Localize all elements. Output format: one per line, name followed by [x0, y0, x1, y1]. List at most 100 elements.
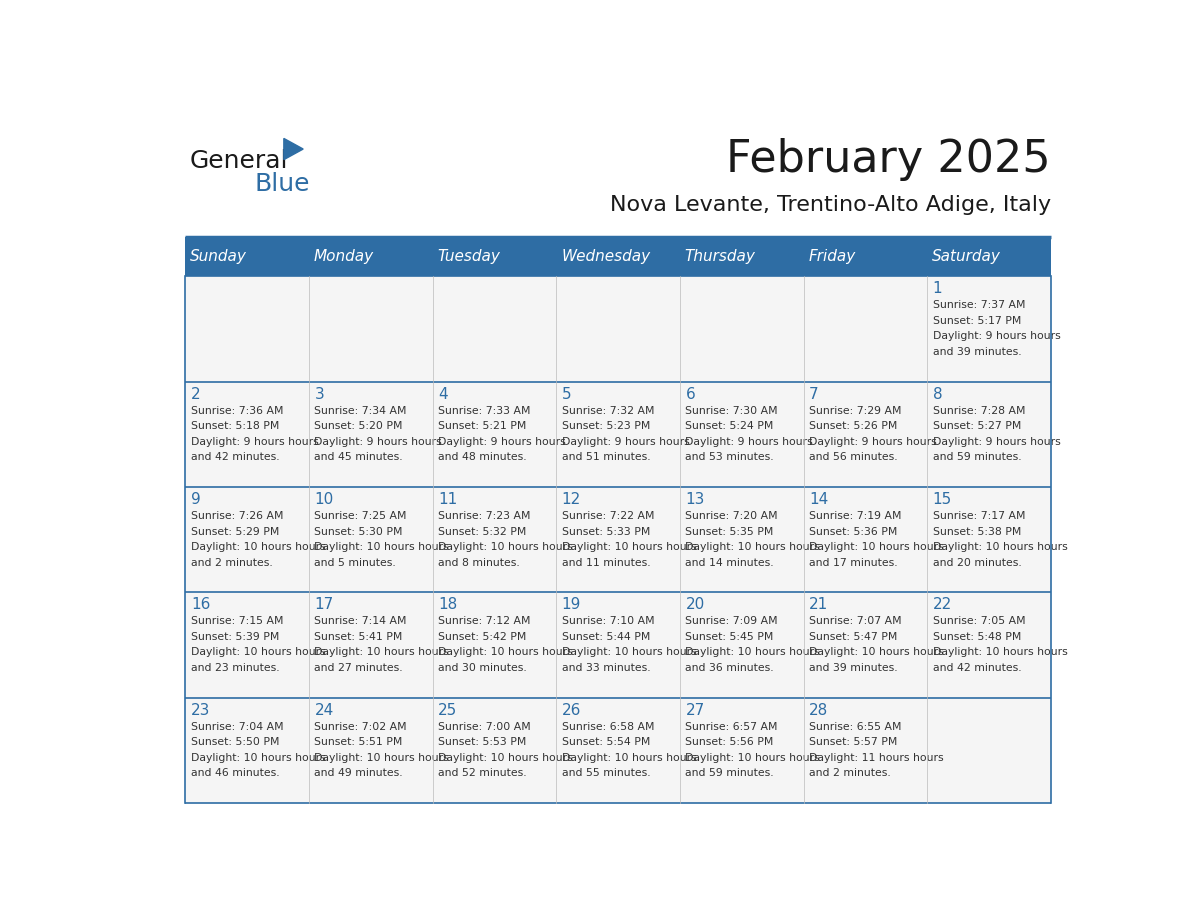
Text: 1: 1	[933, 281, 942, 297]
Text: Sunset: 5:32 PM: Sunset: 5:32 PM	[438, 527, 526, 536]
Text: Sunset: 5:29 PM: Sunset: 5:29 PM	[191, 527, 279, 536]
Text: and 42 minutes.: and 42 minutes.	[933, 663, 1022, 673]
Text: 8: 8	[933, 386, 942, 401]
Text: Sunrise: 7:34 AM: Sunrise: 7:34 AM	[315, 406, 407, 416]
Text: Friday: Friday	[809, 250, 855, 264]
Text: Daylight: 9 hours hours: Daylight: 9 hours hours	[933, 331, 1061, 341]
FancyBboxPatch shape	[309, 382, 432, 487]
Text: Daylight: 10 hours hours: Daylight: 10 hours hours	[315, 647, 449, 657]
Text: and 20 minutes.: and 20 minutes.	[933, 557, 1022, 567]
Text: Sunset: 5:26 PM: Sunset: 5:26 PM	[809, 421, 897, 431]
Text: Daylight: 9 hours hours: Daylight: 9 hours hours	[191, 437, 318, 447]
Text: Sunrise: 7:07 AM: Sunrise: 7:07 AM	[809, 616, 902, 626]
Text: and 30 minutes.: and 30 minutes.	[438, 663, 526, 673]
Text: 7: 7	[809, 386, 819, 401]
Text: 14: 14	[809, 492, 828, 507]
Text: and 55 minutes.: and 55 minutes.	[562, 768, 650, 778]
Text: Sunrise: 7:32 AM: Sunrise: 7:32 AM	[562, 406, 655, 416]
FancyBboxPatch shape	[556, 276, 680, 382]
Text: Sunrise: 7:15 AM: Sunrise: 7:15 AM	[191, 616, 284, 626]
Polygon shape	[284, 139, 303, 160]
Text: and 17 minutes.: and 17 minutes.	[809, 557, 898, 567]
Text: Sunrise: 7:12 AM: Sunrise: 7:12 AM	[438, 616, 531, 626]
FancyBboxPatch shape	[927, 487, 1051, 592]
FancyBboxPatch shape	[680, 382, 803, 487]
Text: 12: 12	[562, 492, 581, 507]
Text: 3: 3	[315, 386, 324, 401]
Text: 23: 23	[191, 702, 210, 718]
Text: Sunset: 5:38 PM: Sunset: 5:38 PM	[933, 527, 1020, 536]
Text: Thursday: Thursday	[684, 250, 756, 264]
Text: Sunrise: 7:28 AM: Sunrise: 7:28 AM	[933, 406, 1025, 416]
Text: Daylight: 9 hours hours: Daylight: 9 hours hours	[809, 437, 937, 447]
Text: Daylight: 10 hours hours: Daylight: 10 hours hours	[809, 542, 943, 552]
FancyBboxPatch shape	[927, 382, 1051, 487]
Text: and 59 minutes.: and 59 minutes.	[933, 453, 1022, 463]
Text: Daylight: 10 hours hours: Daylight: 10 hours hours	[809, 647, 943, 657]
FancyBboxPatch shape	[680, 698, 803, 803]
Text: Sunset: 5:17 PM: Sunset: 5:17 PM	[933, 316, 1020, 326]
FancyBboxPatch shape	[680, 276, 803, 382]
Text: 25: 25	[438, 702, 457, 718]
Text: Sunset: 5:56 PM: Sunset: 5:56 PM	[685, 737, 773, 747]
Text: 24: 24	[315, 702, 334, 718]
FancyBboxPatch shape	[185, 382, 309, 487]
FancyBboxPatch shape	[185, 276, 309, 382]
Text: Daylight: 10 hours hours: Daylight: 10 hours hours	[562, 647, 696, 657]
Text: 28: 28	[809, 702, 828, 718]
Text: Monday: Monday	[314, 250, 374, 264]
Text: 22: 22	[933, 598, 952, 612]
Text: and 36 minutes.: and 36 minutes.	[685, 663, 775, 673]
FancyBboxPatch shape	[803, 698, 927, 803]
Text: General: General	[190, 149, 289, 173]
FancyBboxPatch shape	[432, 487, 556, 592]
Text: Sunset: 5:30 PM: Sunset: 5:30 PM	[315, 527, 403, 536]
Text: Sunrise: 7:33 AM: Sunrise: 7:33 AM	[438, 406, 531, 416]
Text: 13: 13	[685, 492, 704, 507]
FancyBboxPatch shape	[803, 276, 927, 382]
Text: Daylight: 9 hours hours: Daylight: 9 hours hours	[562, 437, 689, 447]
Text: and 52 minutes.: and 52 minutes.	[438, 768, 526, 778]
Text: Daylight: 10 hours hours: Daylight: 10 hours hours	[438, 647, 573, 657]
Text: and 23 minutes.: and 23 minutes.	[191, 663, 279, 673]
Text: Sunrise: 7:29 AM: Sunrise: 7:29 AM	[809, 406, 902, 416]
Text: 15: 15	[933, 492, 952, 507]
Text: and 45 minutes.: and 45 minutes.	[315, 453, 403, 463]
Text: and 2 minutes.: and 2 minutes.	[191, 557, 272, 567]
Text: 26: 26	[562, 702, 581, 718]
Text: Sunrise: 6:57 AM: Sunrise: 6:57 AM	[685, 722, 778, 732]
Text: Sunset: 5:47 PM: Sunset: 5:47 PM	[809, 632, 897, 642]
Text: Daylight: 11 hours hours: Daylight: 11 hours hours	[809, 753, 943, 763]
FancyBboxPatch shape	[309, 487, 432, 592]
FancyBboxPatch shape	[309, 698, 432, 803]
Text: Nova Levante, Trentino-Alto Adige, Italy: Nova Levante, Trentino-Alto Adige, Italy	[609, 195, 1051, 215]
Text: 5: 5	[562, 386, 571, 401]
FancyBboxPatch shape	[309, 592, 432, 698]
Text: Daylight: 10 hours hours: Daylight: 10 hours hours	[562, 542, 696, 552]
Text: 2: 2	[191, 386, 201, 401]
Text: Sunset: 5:53 PM: Sunset: 5:53 PM	[438, 737, 526, 747]
Text: Sunrise: 6:55 AM: Sunrise: 6:55 AM	[809, 722, 902, 732]
Text: Daylight: 10 hours hours: Daylight: 10 hours hours	[438, 542, 573, 552]
FancyBboxPatch shape	[432, 592, 556, 698]
Text: Sunrise: 7:00 AM: Sunrise: 7:00 AM	[438, 722, 531, 732]
Text: 4: 4	[438, 386, 448, 401]
FancyBboxPatch shape	[432, 382, 556, 487]
Text: Daylight: 10 hours hours: Daylight: 10 hours hours	[191, 753, 326, 763]
Text: 6: 6	[685, 386, 695, 401]
FancyBboxPatch shape	[309, 276, 432, 382]
Text: and 27 minutes.: and 27 minutes.	[315, 663, 403, 673]
Text: Daylight: 10 hours hours: Daylight: 10 hours hours	[191, 542, 326, 552]
Text: 10: 10	[315, 492, 334, 507]
Text: Sunset: 5:57 PM: Sunset: 5:57 PM	[809, 737, 897, 747]
Text: Sunset: 5:39 PM: Sunset: 5:39 PM	[191, 632, 279, 642]
Text: Sunset: 5:35 PM: Sunset: 5:35 PM	[685, 527, 773, 536]
FancyBboxPatch shape	[556, 382, 680, 487]
Text: Sunrise: 7:05 AM: Sunrise: 7:05 AM	[933, 616, 1025, 626]
Text: Daylight: 10 hours hours: Daylight: 10 hours hours	[562, 753, 696, 763]
Text: Daylight: 9 hours hours: Daylight: 9 hours hours	[933, 437, 1061, 447]
Text: Sunday: Sunday	[190, 250, 247, 264]
Text: 21: 21	[809, 598, 828, 612]
Text: 18: 18	[438, 598, 457, 612]
Text: Sunrise: 6:58 AM: Sunrise: 6:58 AM	[562, 722, 655, 732]
